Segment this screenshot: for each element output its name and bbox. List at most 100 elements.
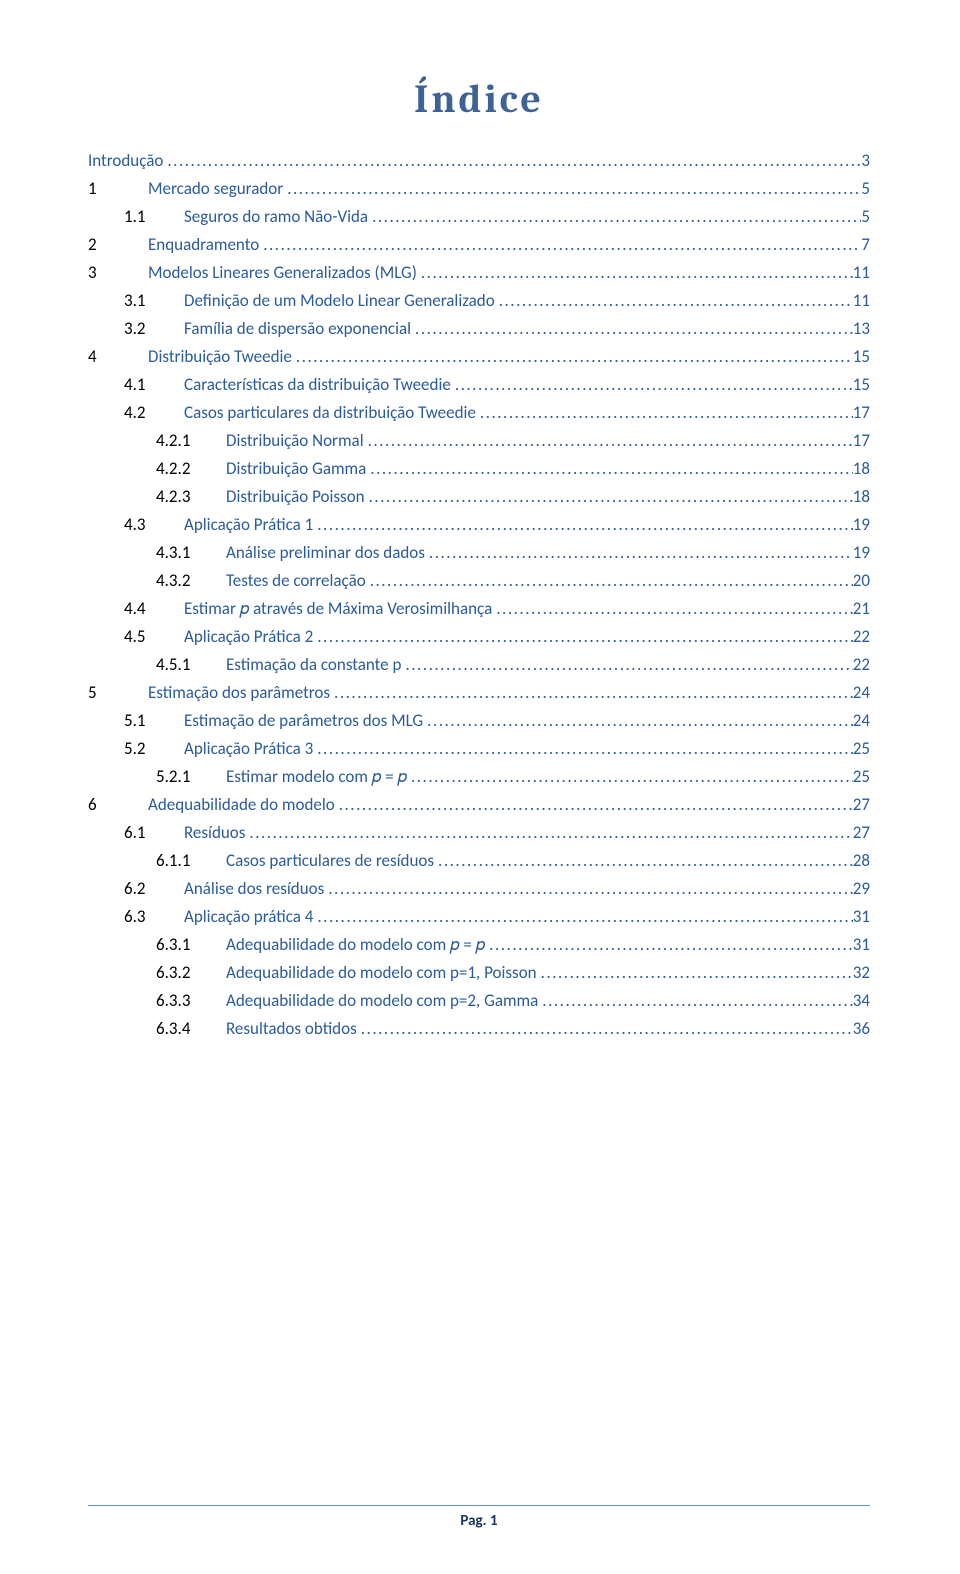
toc-leader-dots (313, 740, 853, 757)
toc-entry-page: 31 (853, 908, 870, 925)
toc-entry-label: Adequabilidade do modelo com 𝑝 = 𝑝 (212, 936, 485, 953)
toc-leader-dots (245, 824, 852, 841)
toc-entry-label: Resultados obtidos (212, 1020, 357, 1037)
toc-leader-dots (495, 292, 853, 309)
toc-entry-label: Adequabilidade do modelo (124, 796, 335, 813)
toc-entry-number: 4.2.1 (156, 432, 212, 449)
toc-entry-label: Testes de correlação (212, 572, 366, 589)
toc-entry[interactable]: 3.1Definição de um Modelo Linear General… (88, 292, 870, 309)
toc-entry[interactable]: 6.2Análise dos resíduos29 (88, 880, 870, 897)
toc-entry-page: 11 (853, 264, 870, 281)
toc-entry[interactable]: Introdução3 (88, 152, 870, 169)
toc-entry[interactable]: 6Adequabilidade do modelo27 (88, 796, 870, 813)
toc-entry[interactable]: 6.1Resíduos27 (88, 824, 870, 841)
toc-entry[interactable]: 6.3.2Adequabilidade do modelo com p=1, P… (88, 964, 870, 981)
toc-entry-page: 13 (853, 320, 870, 337)
toc-entry[interactable]: 6.3.4Resultados obtidos36 (88, 1020, 870, 1037)
toc-entry-label: Seguros do ramo Não-Vida (164, 208, 368, 225)
toc-entry-page: 31 (853, 936, 870, 953)
toc-entry[interactable]: 6.3Aplicação prática 431 (88, 908, 870, 925)
toc-entry-number: 4.3 (124, 516, 164, 533)
toc-leader-dots (259, 236, 861, 253)
toc-entry-page: 20 (853, 572, 870, 589)
toc-entry[interactable]: 4.2.1Distribuição Normal 17 (88, 432, 870, 449)
toc-entry[interactable]: 4.2.2Distribuição Gamma18 (88, 460, 870, 477)
toc-leader-dots (313, 516, 853, 533)
toc-entry-page: 32 (853, 964, 870, 981)
toc-entry-page: 27 (853, 796, 870, 813)
toc-entry-number: 3.2 (124, 320, 164, 337)
toc-entry[interactable]: 6.1.1Casos particulares de resíduos28 (88, 852, 870, 869)
toc-entry-label: Aplicação Prática 3 (164, 740, 313, 757)
toc-entry[interactable]: 3.2Família de dispersão exponencial13 (88, 320, 870, 337)
toc-entry-number: 4.3.1 (156, 544, 212, 561)
toc-entry-page: 7 (861, 236, 870, 253)
toc-entry-number: 4.2.3 (156, 488, 212, 505)
toc-entry-label: Análise preliminar dos dados (212, 544, 425, 561)
toc-entry-page: 24 (853, 684, 870, 701)
toc-entry[interactable]: 4.3.2Testes de correlação 20 (88, 572, 870, 589)
toc-entry-page: 36 (853, 1020, 870, 1037)
toc-entry-label: Resíduos (164, 824, 245, 841)
toc-entry-number: 3 (88, 264, 124, 281)
toc-entry-number: 4.3.2 (156, 572, 212, 589)
toc-entry-page: 11 (853, 292, 870, 309)
toc-entry-label: Distribuição Normal (212, 432, 364, 449)
toc-entry-page: 17 (853, 404, 870, 421)
toc-entry[interactable]: 4.5.1Estimação da constante p22 (88, 656, 870, 673)
toc-leader-dots (537, 964, 853, 981)
toc-leader-dots (423, 712, 853, 729)
toc-entry[interactable]: 4.3.1Análise preliminar dos dados 19 (88, 544, 870, 561)
toc-entry-label: Estimar 𝑝 através de Máxima Verosimilhan… (164, 600, 492, 617)
toc-leader-dots (313, 628, 853, 645)
toc-entry[interactable]: 4.1Características da distribuição Tweed… (88, 376, 870, 393)
toc-entry[interactable]: 2Enquadramento7 (88, 236, 870, 253)
toc-leader-dots (163, 152, 861, 169)
toc-leader-dots (538, 992, 852, 1009)
toc-entry-page: 19 (853, 544, 870, 561)
toc-entry[interactable]: 4.3Aplicação Prática 119 (88, 516, 870, 533)
toc-entry-page: 25 (853, 768, 870, 785)
toc-entry[interactable]: 1.1Seguros do ramo Não-Vida5 (88, 208, 870, 225)
page-title: Índice (88, 76, 870, 122)
toc-entry-number: 4.2 (124, 404, 164, 421)
toc-leader-dots (476, 404, 853, 421)
toc-entry[interactable]: 4.2.3Distribuição Poisson18 (88, 488, 870, 505)
toc-entry[interactable]: 5.2Aplicação Prática 325 (88, 740, 870, 757)
toc-entry-label: Adequabilidade do modelo com p=1, Poisso… (212, 964, 537, 981)
page-number: Pag. 1 (88, 1512, 870, 1530)
toc-entry-page: 19 (853, 516, 870, 533)
toc-entry-number: 4 (88, 348, 124, 365)
toc-entry-page: 17 (853, 432, 870, 449)
toc-entry-number: 4.4 (124, 600, 164, 617)
toc-entry-number: 4.5.1 (156, 656, 212, 673)
table-of-contents: Introdução3 1Mercado segurador5 1.1Seguros… (88, 152, 870, 1037)
toc-leader-dots (366, 572, 853, 589)
toc-entry[interactable]: 6.3.1Adequabilidade do modelo com 𝑝 = 𝑝 3… (88, 936, 870, 953)
toc-entry-number: 2 (88, 236, 124, 253)
toc-entry[interactable]: 4.4Estimar 𝑝 através de Máxima Verosimil… (88, 600, 870, 617)
toc-entry[interactable]: 1Mercado segurador5 (88, 180, 870, 197)
toc-entry[interactable]: 4Distribuição Tweedie15 (88, 348, 870, 365)
toc-leader-dots (401, 656, 852, 673)
toc-entry-number: 6.3.1 (156, 936, 212, 953)
toc-entry-page: 21 (853, 600, 870, 617)
toc-entry-page: 29 (853, 880, 870, 897)
toc-entry-label: Distribuição Poisson (212, 488, 365, 505)
toc-entry-number: 6.3.2 (156, 964, 212, 981)
toc-entry[interactable]: 3Modelos Lineares Generalizados (MLG)11 (88, 264, 870, 281)
toc-leader-dots (425, 544, 853, 561)
toc-leader-dots (411, 320, 853, 337)
toc-entry-number: 4.5 (124, 628, 164, 645)
toc-entry-label: Estimar modelo com 𝑝 = 𝑝 (212, 768, 407, 785)
toc-entry-number: 1 (88, 180, 124, 197)
toc-entry[interactable]: 5Estimação dos parâmetros24 (88, 684, 870, 701)
toc-entry[interactable]: 5.1Estimação de parâmetros dos MLG24 (88, 712, 870, 729)
toc-entry[interactable]: 4.2Casos particulares da distribuição Tw… (88, 404, 870, 421)
toc-entry[interactable]: 5.2.1Estimar modelo com 𝑝 = 𝑝25 (88, 768, 870, 785)
toc-entry-label: Distribuição Gamma (212, 460, 366, 477)
toc-entry[interactable]: 6.3.3Adequabilidade do modelo com p=2, G… (88, 992, 870, 1009)
toc-leader-dots (324, 880, 853, 897)
toc-entry[interactable]: 4.5Aplicação Prática 222 (88, 628, 870, 645)
toc-leader-dots (357, 1020, 853, 1037)
